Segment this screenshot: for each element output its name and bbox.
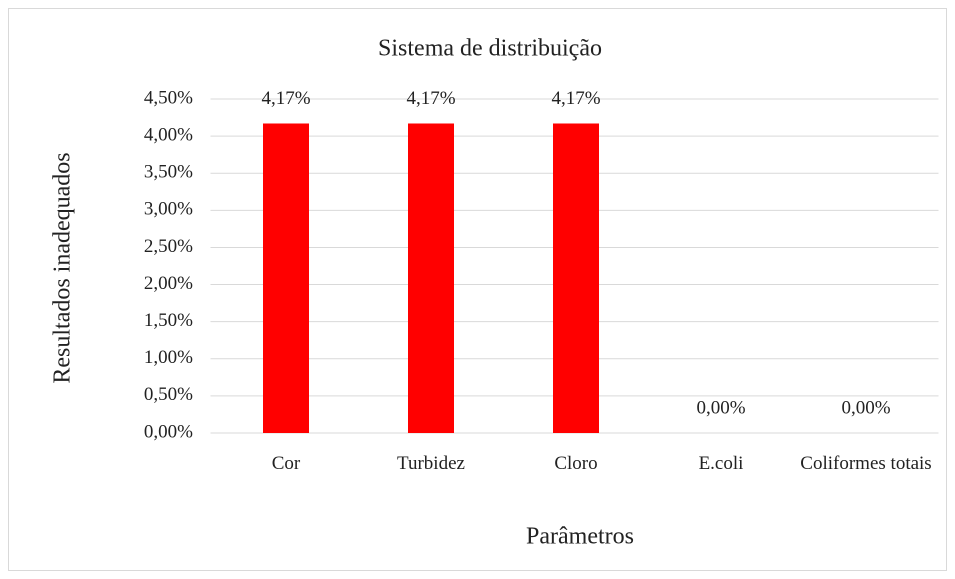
bar <box>408 123 454 433</box>
data-label: 4,17% <box>261 88 310 109</box>
x-tick-label: Turbidez <box>397 453 465 474</box>
x-tick-label: Cloro <box>554 453 598 474</box>
x-tick-label: Cor <box>271 453 301 474</box>
chart-border <box>8 8 947 571</box>
y-tick-label: 3,50% <box>144 162 193 183</box>
x-tick-label: Coliformes totais <box>800 453 932 474</box>
y-tick-label: 2,50% <box>144 236 193 257</box>
y-tick-label: 1,00% <box>144 347 193 368</box>
y-tick-label: 0,00% <box>144 421 193 442</box>
data-label: 0,00% <box>696 397 745 418</box>
y-tick-label: 4,00% <box>144 124 193 145</box>
x-axis-title: Parâmetros <box>526 524 634 550</box>
bar <box>553 123 599 433</box>
data-label: 4,17% <box>551 88 600 109</box>
chart-title: Sistema de distribuição <box>378 36 602 62</box>
y-tick-label: 1,50% <box>144 310 193 331</box>
bar <box>263 123 309 433</box>
y-axis-title: Resultados inadequados <box>50 152 76 383</box>
y-tick-label: 4,50% <box>144 87 193 108</box>
data-label: 0,00% <box>841 397 890 418</box>
y-tick-label: 2,00% <box>144 273 193 294</box>
y-tick-label: 3,00% <box>144 199 193 220</box>
data-label: 4,17% <box>406 88 455 109</box>
y-tick-label: 0,50% <box>144 384 193 405</box>
x-tick-label: E.coli <box>698 453 744 474</box>
